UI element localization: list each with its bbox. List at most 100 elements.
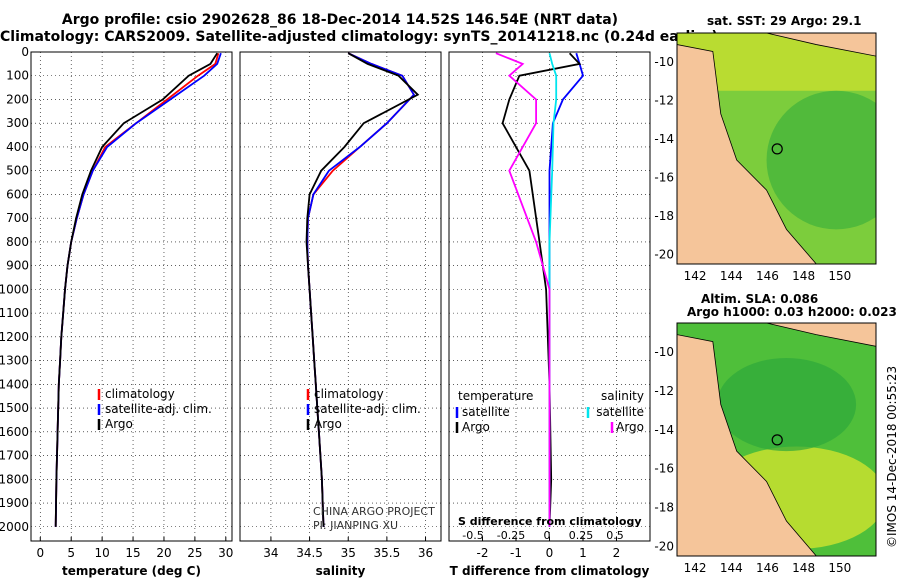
png-coast	[766, 323, 876, 347]
y-tick-label: 1300	[0, 354, 29, 368]
x-tick-label: 0	[36, 546, 44, 560]
map-x-tick-label: 144	[720, 269, 743, 283]
x-tick-label: 34.5	[296, 546, 323, 560]
map-y-tick-label: -18	[654, 209, 674, 223]
y-tick-label: 1100	[0, 306, 29, 320]
legend-label: satellite-adj. clim.	[314, 402, 421, 416]
map-y-tick-label: -18	[654, 500, 674, 514]
x-tick-label: 36	[418, 546, 433, 560]
y-tick-label: 1500	[0, 401, 29, 415]
top-tick-label: 0	[544, 529, 551, 542]
map-frame	[676, 32, 877, 265]
y-tick-label: 700	[6, 211, 29, 225]
australia-coast	[677, 334, 817, 556]
argo-position-marker	[771, 434, 783, 446]
x-tick-label: -2	[477, 546, 489, 560]
map-x-tick-label: 148	[792, 561, 815, 575]
map-y-tick-label: -14	[654, 423, 674, 437]
y-tick-label: 800	[6, 235, 29, 249]
figure-title-line1: Argo profile: csio 2902628_86 18-Dec-201…	[61, 12, 619, 28]
x-tick-label: 15	[125, 546, 140, 560]
map-sst_map: 142 144 146 148 150 -10 -12 -14 -16 -18 -20	[654, 32, 877, 283]
y-tick-label: 600	[6, 187, 29, 201]
y-tick-label: 200	[6, 92, 29, 106]
legend-label: Argo	[314, 417, 342, 431]
y-tick-label: 0	[21, 45, 29, 59]
x-tick-label: 34	[263, 546, 278, 560]
map-frame	[676, 322, 877, 557]
y-tick-label: 1600	[0, 425, 29, 439]
x-tick-label: 20	[156, 546, 171, 560]
profile-panel-temperature: 0 5 10 15 20 25 30 temperature (deg C) climatolo…	[30, 51, 233, 578]
australia-coast	[677, 44, 817, 264]
map-y-tick-label: -16	[654, 170, 674, 184]
cool-water-patch	[766, 90, 876, 230]
map-body	[677, 33, 876, 264]
sla-map-title: Altim. SLA: 0.086	[701, 292, 819, 306]
series-line-argo	[54, 52, 218, 527]
map-body	[677, 323, 876, 556]
top-tick-label: 0.25	[569, 529, 594, 542]
y-tick-label: 1400	[0, 377, 29, 391]
map-x-tick-label: 146	[756, 269, 779, 283]
legend-label: climatology	[314, 387, 384, 401]
series-line-salinity-argo	[495, 52, 551, 527]
legend-label: Argo	[462, 420, 490, 434]
map-x-tick-label: 142	[684, 561, 707, 575]
map-y-tick-label: -16	[654, 462, 674, 476]
y-tick-label: 2000	[0, 520, 29, 534]
argo-position-marker	[771, 143, 783, 155]
map-x-tick-label: 150	[828, 269, 851, 283]
x-axis-label: salinity	[316, 564, 366, 578]
map-sla_map: 142 144 146 148 150 -10 -12 -14 -16 -18 -20	[654, 322, 877, 575]
x-tick-label: 5	[67, 546, 75, 560]
map-x-tick-label: 144	[720, 561, 743, 575]
y-tick-label: 300	[6, 116, 29, 130]
x-tick-label: 35.5	[374, 546, 401, 560]
profile-panel-salinity: 34 34.5 35 35.5 36 salinity climatologysatelli…	[239, 51, 442, 578]
annotation-line: CHINA ARGO PROJECT	[313, 505, 435, 518]
legend-label: climatology	[105, 387, 175, 401]
legend-label: Argo	[105, 417, 133, 431]
legend-label: satellite	[596, 405, 644, 419]
x-tick-label: 30	[218, 546, 233, 560]
y-tick-label: 1200	[0, 330, 29, 344]
x-tick-label: 10	[94, 546, 109, 560]
profile-panel-difference: -2 -1 0 1 2 T difference from climatology temp…	[448, 51, 651, 578]
y-tick-label: 1900	[0, 496, 29, 510]
legend-label: satellite	[462, 405, 510, 419]
top-axis-label: S difference from climatology	[458, 515, 642, 528]
x-axis-label: temperature (deg C)	[62, 564, 201, 578]
y-tick-label: 1700	[0, 449, 29, 463]
y-tick-label: 1000	[0, 282, 29, 296]
x-tick-label: 35	[341, 546, 356, 560]
x-tick-label: 1	[579, 546, 587, 560]
top-tick-label: -0.25	[497, 529, 525, 542]
sla-map-subtitle: Argo h1000: 0.03 h2000: 0.023	[687, 305, 897, 319]
x-tick-label: 2	[613, 546, 621, 560]
map-x-tick-label: 142	[684, 269, 707, 283]
x-tick-label: 0	[546, 546, 554, 560]
map-y-tick-label: -20	[654, 247, 674, 261]
legend-title: salinity	[601, 389, 644, 403]
panel-frame	[239, 51, 442, 542]
map-y-tick-label: -20	[654, 539, 674, 553]
map-y-tick-label: -14	[654, 132, 674, 146]
top-tick-label: -0.5	[462, 529, 483, 542]
legend-label: satellite-adj. clim.	[105, 402, 212, 416]
map-y-tick-label: -12	[654, 384, 674, 398]
png-coast	[766, 33, 876, 57]
legend-title: temperature	[458, 389, 533, 403]
panel-frame	[30, 51, 233, 542]
y-tick-label: 400	[6, 140, 29, 154]
sst-map-title: sat. SST: 29 Argo: 29.1	[707, 14, 862, 28]
y-tick-label: 900	[6, 259, 29, 273]
series-line-satellite-adj-clim-	[54, 52, 222, 527]
series-line-climatology	[54, 52, 220, 527]
figure-title-line2: Climatology: CARS2009. Satellite-adjuste…	[0, 29, 718, 45]
y-tick-label: 100	[6, 69, 29, 83]
map-x-tick-label: 150	[828, 561, 851, 575]
x-tick-label: -1	[510, 546, 522, 560]
map-x-tick-label: 146	[756, 561, 779, 575]
